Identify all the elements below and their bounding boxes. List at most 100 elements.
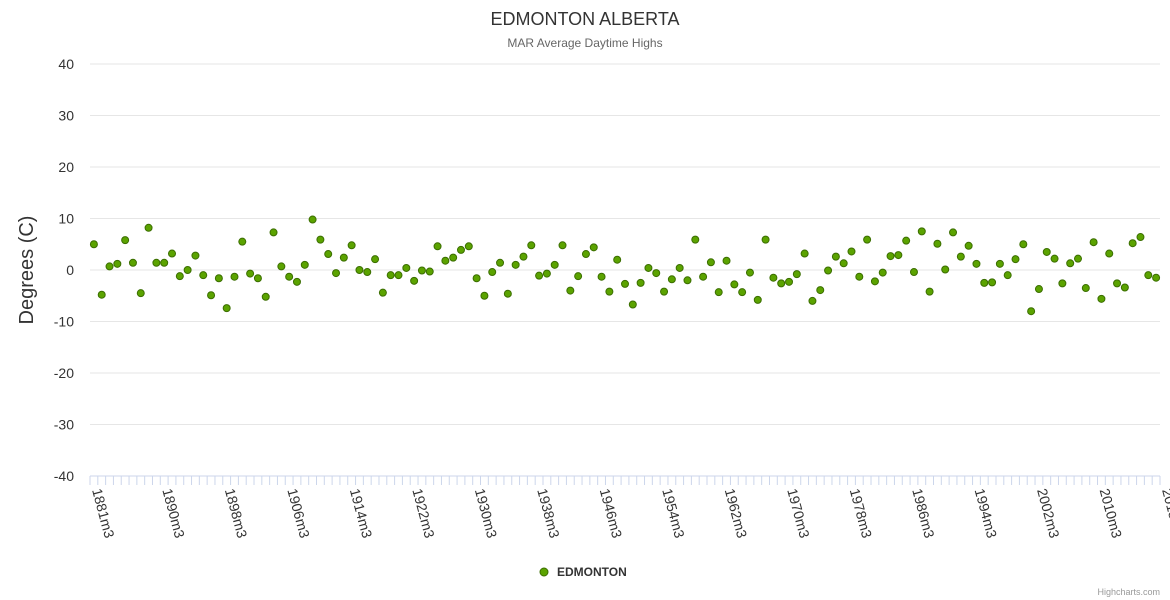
data-point[interactable]: [277, 262, 286, 271]
data-point[interactable]: [1144, 271, 1153, 280]
data-point[interactable]: [121, 236, 130, 245]
data-point[interactable]: [870, 277, 879, 286]
data-point[interactable]: [753, 295, 762, 304]
data-point[interactable]: [941, 265, 950, 274]
data-point[interactable]: [566, 286, 575, 295]
data-point[interactable]: [706, 258, 715, 267]
data-point[interactable]: [253, 274, 262, 283]
data-point[interactable]: [691, 235, 700, 244]
data-point[interactable]: [160, 258, 169, 267]
data-point[interactable]: [222, 304, 231, 313]
data-point[interactable]: [472, 274, 481, 283]
data-point[interactable]: [347, 241, 356, 250]
data-point[interactable]: [456, 245, 465, 254]
data-point[interactable]: [292, 277, 301, 286]
data-point[interactable]: [933, 239, 942, 248]
legend-item-edmonton[interactable]: EDMONTON: [557, 565, 627, 579]
data-point[interactable]: [1019, 240, 1028, 249]
data-point[interactable]: [308, 215, 317, 224]
data-point[interactable]: [503, 289, 512, 298]
data-point[interactable]: [777, 279, 786, 288]
data-point[interactable]: [1066, 259, 1075, 268]
data-point[interactable]: [183, 266, 192, 274]
data-point[interactable]: [964, 241, 973, 250]
data-point[interactable]: [816, 286, 825, 295]
data-point[interactable]: [488, 268, 497, 277]
data-point[interactable]: [464, 242, 473, 251]
data-point[interactable]: [1089, 238, 1098, 247]
data-point[interactable]: [511, 260, 520, 269]
data-point[interactable]: [1128, 239, 1137, 248]
data-point[interactable]: [863, 235, 872, 244]
data-point[interactable]: [519, 252, 528, 261]
data-point[interactable]: [441, 256, 450, 265]
data-point[interactable]: [261, 292, 270, 301]
data-point[interactable]: [339, 253, 348, 262]
data-point[interactable]: [378, 288, 387, 297]
data-point[interactable]: [785, 277, 794, 286]
data-point[interactable]: [1073, 254, 1082, 263]
data-point[interactable]: [1081, 284, 1090, 293]
data-point[interactable]: [808, 296, 817, 305]
data-point[interactable]: [660, 287, 669, 296]
data-point[interactable]: [230, 272, 239, 281]
data-point[interactable]: [363, 268, 372, 277]
data-point[interactable]: [995, 259, 1004, 268]
data-point[interactable]: [1152, 273, 1161, 282]
data-point[interactable]: [839, 259, 848, 268]
data-point[interactable]: [894, 251, 903, 260]
data-point[interactable]: [1011, 255, 1020, 264]
data-point[interactable]: [925, 287, 934, 296]
data-point[interactable]: [246, 269, 255, 278]
data-point[interactable]: [332, 269, 341, 278]
data-point[interactable]: [550, 260, 559, 269]
data-point[interactable]: [542, 269, 551, 278]
data-point[interactable]: [394, 271, 403, 280]
data-point[interactable]: [449, 253, 458, 262]
credits[interactable]: Highcharts.com: [1097, 587, 1160, 597]
data-point[interactable]: [105, 262, 114, 271]
data-point[interactable]: [605, 287, 614, 296]
data-point[interactable]: [175, 272, 184, 281]
data-point[interactable]: [558, 241, 567, 250]
data-point[interactable]: [496, 258, 505, 267]
data-point[interactable]: [1105, 249, 1114, 258]
data-point[interactable]: [1050, 254, 1059, 263]
data-point[interactable]: [597, 272, 606, 281]
data-point[interactable]: [652, 269, 661, 278]
data-point[interactable]: [97, 290, 106, 299]
data-point[interactable]: [355, 266, 364, 274]
data-point[interactable]: [113, 259, 122, 268]
data-point[interactable]: [980, 278, 989, 287]
data-point[interactable]: [745, 268, 754, 277]
data-point[interactable]: [1003, 271, 1012, 280]
data-point[interactable]: [613, 255, 622, 264]
data-point[interactable]: [722, 256, 731, 265]
data-point[interactable]: [628, 300, 637, 309]
data-point[interactable]: [214, 274, 223, 283]
data-point[interactable]: [1042, 247, 1051, 256]
data-point[interactable]: [433, 242, 442, 251]
data-point[interactable]: [136, 289, 145, 298]
data-point[interactable]: [581, 250, 590, 259]
data-point[interactable]: [527, 241, 536, 250]
data-point[interactable]: [574, 272, 583, 281]
data-point[interactable]: [89, 240, 98, 249]
data-point[interactable]: [425, 267, 434, 276]
data-point[interactable]: [792, 270, 801, 279]
data-point[interactable]: [667, 275, 676, 284]
data-point[interactable]: [988, 278, 997, 287]
data-point[interactable]: [324, 250, 333, 259]
data-point[interactable]: [730, 280, 739, 289]
data-point[interactable]: [1034, 285, 1043, 294]
data-point[interactable]: [714, 288, 723, 297]
data-point[interactable]: [699, 272, 708, 281]
legend[interactable]: EDMONTON: [539, 565, 627, 579]
data-point[interactable]: [207, 291, 216, 300]
data-point[interactable]: [238, 237, 247, 246]
data-point[interactable]: [824, 266, 833, 275]
data-point[interactable]: [386, 271, 395, 280]
data-point[interactable]: [683, 276, 692, 285]
data-point[interactable]: [902, 236, 911, 245]
data-point[interactable]: [269, 228, 278, 237]
